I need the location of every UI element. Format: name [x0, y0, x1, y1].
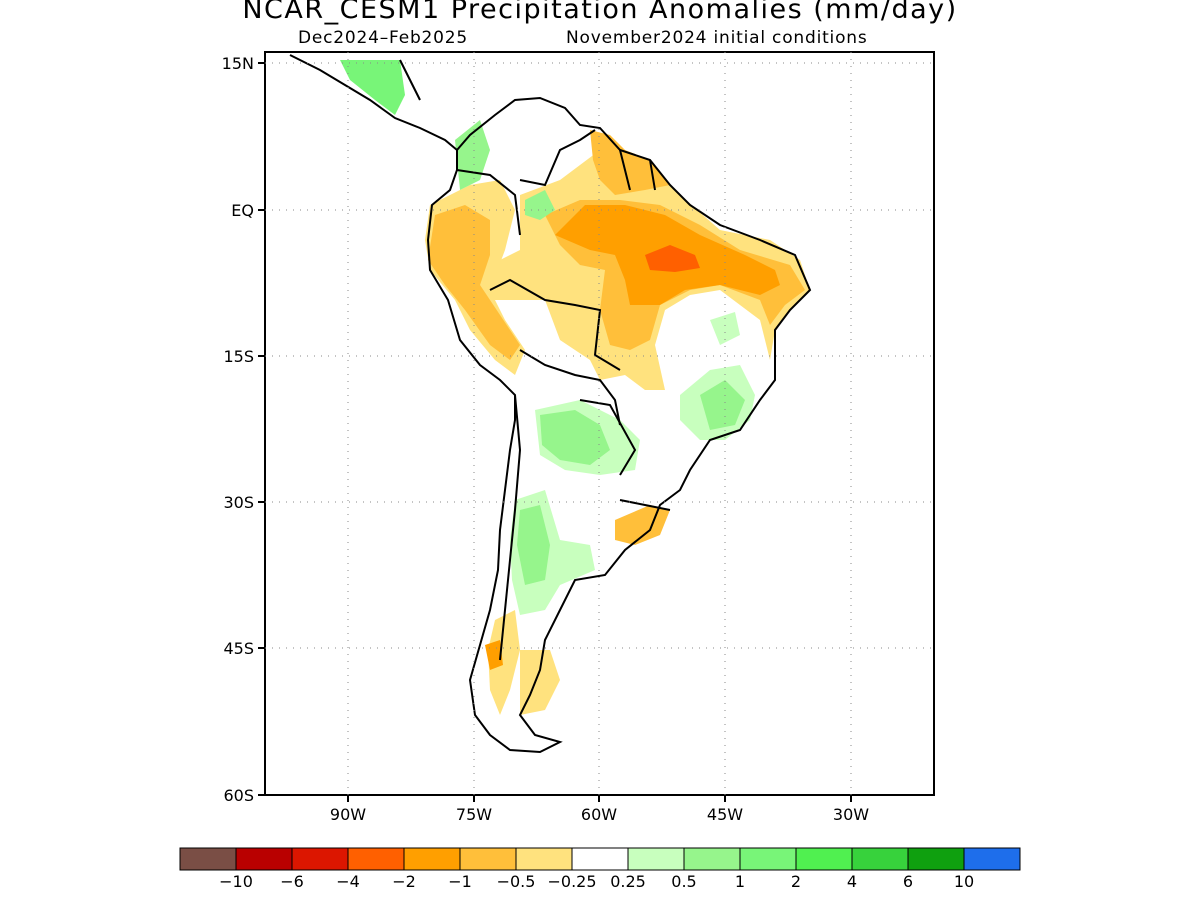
south-america-coast [426, 96, 812, 754]
border-guianas [619, 149, 656, 191]
colorbar-swatch [851, 847, 909, 871]
gridlines [265, 52, 934, 795]
anomaly-east-brazil [700, 380, 745, 430]
border-venezuela [519, 129, 596, 187]
anomaly-argentina [517, 505, 550, 585]
lat-label: EQ [231, 201, 254, 220]
colorbar-swatch [963, 847, 1021, 871]
colorbar-label: 4 [847, 872, 857, 891]
colorbar-label: −4 [336, 872, 360, 891]
colorbar-swatch [459, 847, 517, 871]
border-uruguay [619, 499, 671, 511]
lat-label: 30S [223, 493, 254, 512]
colorbar-swatch [571, 847, 629, 871]
lat-label: 60S [223, 786, 254, 805]
colorbar-label: 6 [903, 872, 913, 891]
lon-label: 45W [707, 805, 743, 824]
anomaly-peru-orange [428, 205, 520, 360]
border-peru-brazil [489, 278, 621, 371]
colorbar-swatch [795, 847, 853, 871]
border-bolivia [519, 349, 621, 426]
caribbean-coast [399, 59, 421, 101]
colorbar-label: −6 [280, 872, 304, 891]
axis-ticks [258, 62, 852, 802]
longitude-labels: 90W 75W 60W 45W 30W [330, 805, 869, 824]
anomaly-central-america [340, 60, 405, 115]
anomaly-shading [340, 60, 810, 715]
colorbar-swatch [347, 847, 405, 871]
colorbar-swatch [403, 847, 461, 871]
anomaly-ne-brazil [710, 312, 740, 345]
colorbar-swatch [291, 847, 349, 871]
colorbar-swatch [179, 847, 237, 871]
map-title: NCAR_CESM1 Precipitation Anomalies (mm/d… [242, 0, 958, 25]
colorbar-label: 1 [735, 872, 745, 891]
init-conditions-label: November2024 initial conditions [566, 28, 868, 48]
colorbar [179, 847, 1021, 871]
colorbar-label: −0.25 [547, 872, 596, 891]
lat-label: 45S [223, 639, 254, 658]
colorbar-swatch [907, 847, 965, 871]
anomaly-amazon-max [645, 245, 700, 272]
coastlines [289, 54, 812, 754]
colorbar-swatch [627, 847, 685, 871]
colorbar-label: 2 [791, 872, 801, 891]
anomaly-paraguay [540, 410, 610, 465]
colorbar-label: −10 [219, 872, 253, 891]
colorbar-label: 0.5 [671, 872, 696, 891]
anomaly-uruguay [615, 505, 670, 545]
border-paraguay [579, 399, 637, 476]
colorbar-label: −0.5 [497, 872, 536, 891]
colorbar-label: −2 [392, 872, 416, 891]
colorbar-swatch [683, 847, 741, 871]
lat-label: 15S [223, 347, 254, 366]
colorbar-swatch [515, 847, 573, 871]
central-america-coast [289, 54, 458, 151]
anomaly-patagonia [520, 650, 560, 715]
season-label: Dec2024–Feb2025 [298, 28, 469, 48]
colorbar-label: −1 [448, 872, 472, 891]
lon-label: 30W [833, 805, 869, 824]
anomaly-guianas [590, 130, 670, 195]
lon-label: 90W [330, 805, 366, 824]
anomaly-colombia [455, 120, 490, 190]
border-colombia [456, 169, 521, 236]
lon-label: 75W [456, 805, 492, 824]
colorbar-swatch [739, 847, 797, 871]
latitude-labels: 15N EQ 15S 30S 45S 60S [222, 54, 254, 805]
lat-label: 15N [222, 54, 254, 73]
colorbar-swatch [235, 847, 293, 871]
border-argentina-chile [499, 394, 522, 661]
anomaly-chile-light [488, 610, 520, 715]
colorbar-labels: −10 −6 −4 −2 −1 −0.5 −0.25 0.25 0.5 1 2 4 6 10 [219, 872, 974, 891]
colorbar-label: 10 [954, 872, 974, 891]
colorbar-label: 0.25 [610, 872, 646, 891]
anomaly-venezuela [525, 190, 555, 220]
lon-label: 60W [581, 805, 617, 824]
